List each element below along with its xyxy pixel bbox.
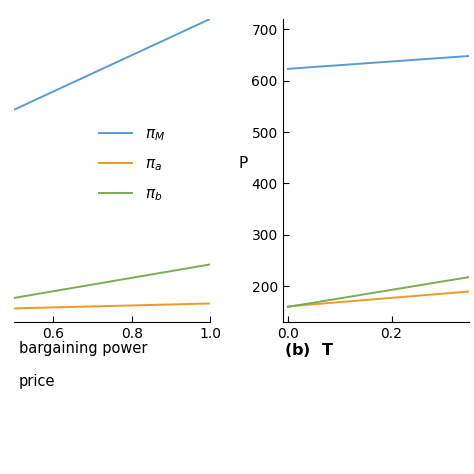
Text: $\mathbf{(b)}$  T: $\mathbf{(b)}$ T — [284, 341, 335, 359]
Legend: $\pi_M$, $\pi_a$, $\pi_b$: $\pi_M$, $\pi_a$, $\pi_b$ — [93, 120, 171, 209]
Text: price: price — [19, 374, 55, 390]
Y-axis label: P: P — [238, 155, 248, 171]
Text: bargaining power: bargaining power — [19, 341, 147, 356]
